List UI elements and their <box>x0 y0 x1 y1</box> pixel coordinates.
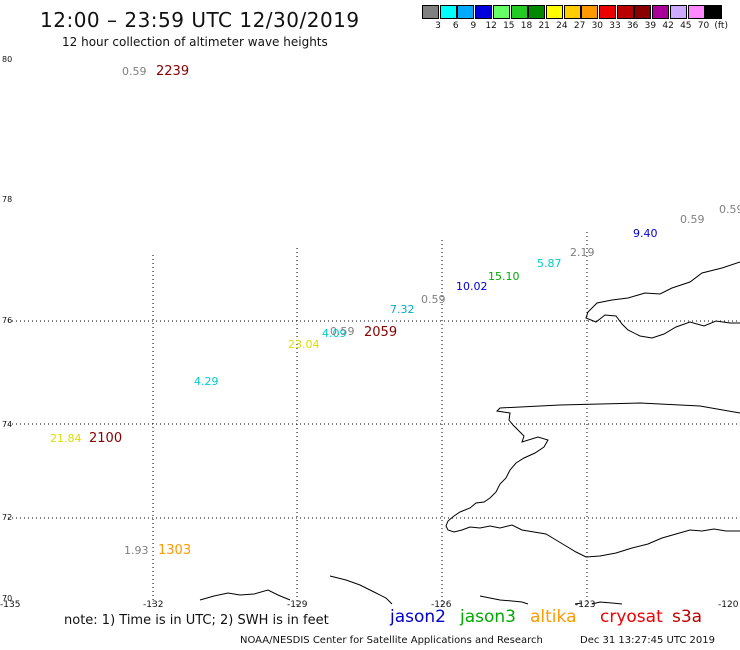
legend-label: 6 <box>452 21 459 31</box>
lat-label-80: 80 <box>2 55 13 64</box>
pass-time-label: 2059 <box>364 325 397 340</box>
map-subtitle: 12 hour collection of altimeter wave hei… <box>62 35 328 49</box>
satellite-label-jason2: jason2 <box>390 607 446 627</box>
lat-label-70: 70 <box>2 594 13 603</box>
legend-swatch <box>439 5 457 19</box>
legend-swatch <box>616 5 634 19</box>
legend-label: 70 <box>697 21 710 31</box>
time-labels: 2239 2059 2100 1303 <box>89 64 397 558</box>
graticule <box>8 232 740 605</box>
legend-swatch <box>687 5 705 19</box>
legend-swatch <box>652 5 670 19</box>
wave-height-label: 0.59 <box>719 203 740 216</box>
wave-height-label: 0.59 <box>421 293 446 306</box>
lat-label-76: 76 <box>2 316 13 325</box>
lon-label-123: -123 <box>575 600 596 610</box>
legend-label: 9 <box>470 21 477 31</box>
legend-label: 42 <box>662 21 674 31</box>
legend-swatch <box>669 5 687 19</box>
pass-time-label: 1303 <box>158 543 191 558</box>
lon-label-135: -135 <box>0 600 21 610</box>
wave-height-label: 5.87 <box>537 257 562 270</box>
legend-label: 39 <box>644 21 657 31</box>
legend-label: 45 <box>680 21 692 31</box>
pass-time-label: 2239 <box>156 64 189 79</box>
legend-swatch <box>581 5 599 19</box>
legend-swatch <box>563 5 581 19</box>
wave-height-label: 1.93 <box>124 544 149 557</box>
wave-height-label: 9.40 <box>633 227 658 240</box>
wave-height-label: 4.09 <box>322 327 347 340</box>
legend-label: 30 <box>591 21 604 31</box>
legend-swatch <box>705 5 723 19</box>
satellite-label-altika: altika <box>530 607 577 627</box>
lon-label-126: -126 <box>431 600 452 610</box>
legend-swatch <box>545 5 563 19</box>
legend-swatch <box>634 5 652 19</box>
legend-swatch <box>510 5 528 19</box>
coastline <box>199 261 740 605</box>
wave-height-label: 0.59 <box>330 325 355 338</box>
lon-label-129: -129 <box>287 600 308 610</box>
legend-label: 33 <box>609 21 621 31</box>
wave-height-label: 21.84 <box>50 432 82 445</box>
legend-label: (ft) <box>714 21 728 31</box>
generated-timestamp: Dec 31 13:27:45 UTC 2019 <box>580 635 715 646</box>
lat-label-78: 78 <box>2 195 13 204</box>
legend-label: 24 <box>556 21 568 31</box>
legend-label: 12 <box>485 21 497 31</box>
legend-swatch <box>457 5 475 19</box>
wave-height-label: 2.19 <box>570 246 595 259</box>
satellite-label-cryosat: cryosat <box>600 607 663 627</box>
legend-swatch <box>492 5 510 19</box>
coast-south-shore <box>199 575 623 605</box>
satellite-label-s3a: s3a <box>672 607 703 627</box>
wave-height-label: 15.10 <box>488 270 520 283</box>
wave-height-label: 0.59 <box>122 65 147 78</box>
wave-height-label: 0.59 <box>680 213 705 226</box>
wave-height-label: 23.04 <box>288 338 320 351</box>
lat-label-72: 72 <box>2 513 13 522</box>
legend-label: 18 <box>520 21 533 31</box>
legend-label: 15 <box>503 21 515 31</box>
legend-label: 27 <box>573 21 586 31</box>
legend-label: 3 <box>435 21 441 31</box>
coast-banks-island <box>585 261 740 339</box>
footer-note: note: 1) Time is in UTC; 2) SWH is in fe… <box>64 613 329 628</box>
legend-label: 36 <box>626 21 639 31</box>
satellite-label-jason3: jason3 <box>460 607 516 627</box>
lat-label-74: 74 <box>2 420 13 429</box>
legend-swatch <box>422 5 439 19</box>
wave-height-label: 7.32 <box>390 303 415 316</box>
legend-label: 21 <box>538 21 550 31</box>
lon-label-132: -132 <box>143 600 164 610</box>
map-title: 12:00 – 23:59 UTC 12/30/2019 <box>40 8 360 32</box>
pass-time-label: 2100 <box>89 431 122 446</box>
credit-line: NOAA/NESDIS Center for Satellite Applica… <box>240 635 543 646</box>
legend-swatch <box>599 5 616 19</box>
wave-height-label: 10.02 <box>456 280 488 293</box>
lon-label-120: -120 <box>718 600 739 610</box>
legend-swatch <box>475 5 493 19</box>
coast-mainland <box>445 402 740 558</box>
legend-swatch <box>528 5 546 19</box>
wave-height-label: 4.29 <box>194 375 219 388</box>
